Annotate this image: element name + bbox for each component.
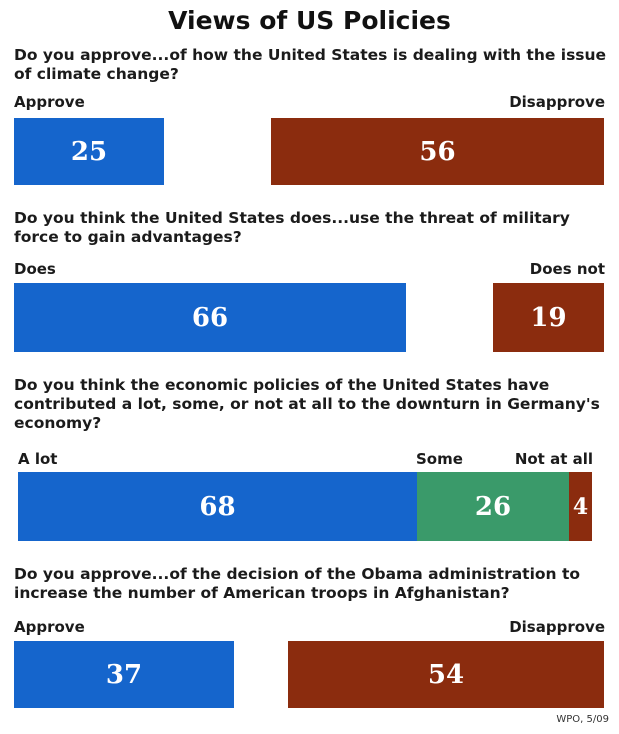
bar-value-label: 56 — [419, 136, 456, 167]
question-economic-policies: Do you think the economic policies of th… — [14, 376, 600, 432]
label-some: Some — [416, 450, 463, 468]
label-approve: Approve — [14, 93, 85, 111]
bar-not-at-all-economy: 4 — [569, 472, 592, 541]
bar-value-label: 37 — [105, 659, 143, 690]
question-military-force: Do you think the United States does...us… — [14, 209, 570, 246]
bar-value-label: 66 — [191, 302, 229, 333]
bar-does-military: 66 — [14, 283, 406, 352]
bar-disapprove-climate: 56 — [271, 118, 604, 185]
label-approve: Approve — [14, 618, 85, 636]
bar-value-label: 26 — [474, 491, 512, 522]
question-afghanistan-troops: Do you approve...of the decision of the … — [14, 565, 581, 602]
chart-title: Views of US Policies — [168, 6, 451, 35]
bar-value-label: 25 — [70, 136, 108, 167]
bar-approve-climate: 25 — [14, 118, 164, 185]
bar-approve-afghanistan: 37 — [14, 641, 234, 708]
bar-does-not-military: 19 — [493, 283, 604, 352]
label-disapprove: Disapprove — [509, 93, 605, 111]
bar-some-economy: 26 — [417, 472, 569, 541]
bar-value-label: 4 — [572, 493, 589, 520]
bar-disapprove-afghanistan: 54 — [288, 641, 604, 708]
bar-value-label: 54 — [427, 659, 465, 690]
bar-a-lot-economy: 68 — [18, 472, 417, 541]
label-does: Does — [14, 260, 56, 278]
source-note: WPO, 5/09 — [556, 714, 609, 725]
label-not-at-all: Not at all — [514, 450, 593, 468]
label-does-not: Does not — [529, 260, 605, 278]
label-a-lot: A lot — [18, 450, 58, 468]
bar-value-label: 68 — [199, 491, 236, 522]
bar-value-label: 19 — [530, 302, 567, 333]
label-disapprove: Disapprove — [509, 618, 605, 636]
question-climate-change: Do you approve...of how the United State… — [14, 46, 607, 83]
